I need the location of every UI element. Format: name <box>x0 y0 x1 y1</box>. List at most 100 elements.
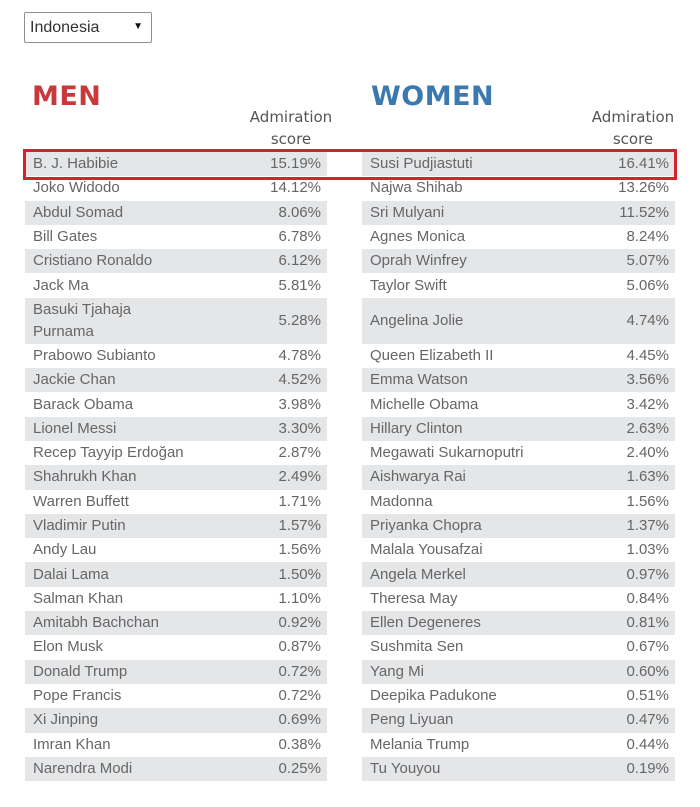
table-row: Sushmita Sen 0.67% <box>362 635 675 659</box>
table-row: Andy Lau 1.56% <box>25 538 327 562</box>
admiration-score: 3.56% <box>588 368 675 393</box>
person-name: Joko Widodo <box>33 179 120 197</box>
admiration-score: 2.49% <box>191 465 327 490</box>
table-row: Sri Mulyani 11.52% <box>362 200 675 225</box>
person-name: Bill Gates <box>33 228 98 246</box>
admiration-score: 0.87% <box>278 638 321 656</box>
person-name: Vladimir Putin <box>25 513 192 539</box>
person-name: Shahrukh Khan <box>25 465 192 490</box>
person-name: Oprah Winfrey <box>362 249 589 274</box>
admiration-score: 6.12% <box>191 249 327 274</box>
person-name: Donald Trump <box>25 659 192 684</box>
person-name: Barack Obama <box>33 395 134 413</box>
admiration-score: 15.19% <box>191 152 327 177</box>
table-row: Donald Trump 0.72% <box>25 659 327 684</box>
men-score-header: Admiration score <box>241 106 341 150</box>
admiration-score: 8.24% <box>626 228 669 246</box>
admiration-score: 1.63% <box>588 465 675 490</box>
person-name: Melania Trump <box>370 735 470 753</box>
table-row: Susi Pudjiastuti 16.41% <box>362 152 675 177</box>
table-row: Barack Obama 3.98% <box>25 392 327 416</box>
table-row: Warren Buffett 1.71% <box>25 490 327 514</box>
admiration-score: 0.51% <box>626 687 669 705</box>
table-row: Angela Merkel 0.97% <box>362 562 675 587</box>
person-name: Theresa May <box>370 589 458 607</box>
admiration-score: 1.71% <box>278 492 321 510</box>
admiration-score: 5.06% <box>626 276 669 294</box>
table-row: Najwa Shihab 13.26% <box>362 176 675 200</box>
admiration-score: 5.81% <box>278 276 321 294</box>
admiration-score: 4.45% <box>626 346 669 364</box>
admiration-score: 8.06% <box>191 200 327 225</box>
admiration-score: 13.26% <box>618 179 669 197</box>
admiration-score: 16.41% <box>588 152 675 177</box>
table-row: Jackie Chan 4.52% <box>25 368 327 393</box>
person-name: Angelina Jolie <box>362 297 589 344</box>
table-row: Imran Khan 0.38% <box>25 733 327 757</box>
table-row: Queen Elizabeth II 4.45% <box>362 344 675 368</box>
person-name: Michelle Obama <box>370 395 479 413</box>
table-row: Malala Yousafzai 1.03% <box>362 538 675 562</box>
table-row: Ellen Degeneres 0.81% <box>362 611 675 636</box>
score-header-line1: Admiration <box>591 108 675 126</box>
table-row: Melania Trump 0.44% <box>362 733 675 757</box>
country-select-value: Indonesia <box>30 18 100 36</box>
person-name: Elon Musk <box>33 638 104 656</box>
admiration-score: 2.40% <box>626 444 669 462</box>
table-row: Bill Gates 6.78% <box>25 225 327 249</box>
table-row: Lionel Messi 3.30% <box>25 416 327 441</box>
admiration-score: 3.42% <box>626 395 669 413</box>
table-row: Deepika Padukone 0.51% <box>362 684 675 708</box>
person-name: Malala Yousafzai <box>370 541 483 559</box>
person-name: Sushmita Sen <box>370 638 464 656</box>
admiration-score: 5.28% <box>191 297 327 344</box>
admiration-score: 2.87% <box>278 444 321 462</box>
table-row: Agnes Monica 8.24% <box>362 225 675 249</box>
women-table: Susi Pudjiastuti 16.41% Najwa Shihab 13.26%… <box>362 152 675 782</box>
table-row: Jack Ma 5.81% <box>25 273 327 297</box>
admiration-score: 4.52% <box>191 368 327 393</box>
admiration-score: 1.37% <box>588 513 675 539</box>
admiration-score: 1.56% <box>626 492 669 510</box>
admiration-score: 4.74% <box>588 297 675 344</box>
admiration-score: 4.78% <box>278 346 321 364</box>
women-title: WOMEN <box>371 81 495 112</box>
person-name: B. J. Habibie <box>25 152 192 177</box>
admiration-score: 5.07% <box>588 249 675 274</box>
dropdown-arrow-icon: ▼ <box>133 21 143 32</box>
table-row: Emma Watson 3.56% <box>362 368 675 393</box>
person-name: Basuki Tjahaja Purnama <box>25 297 192 344</box>
admiration-score: 0.47% <box>588 708 675 733</box>
table-row: Oprah Winfrey 5.07% <box>362 249 675 274</box>
admiration-score: 1.10% <box>278 589 321 607</box>
admiration-score: 0.84% <box>626 589 669 607</box>
table-row: Amitabh Bachchan 0.92% <box>25 611 327 636</box>
admiration-score: 0.60% <box>588 659 675 684</box>
person-name: Salman Khan <box>33 589 124 607</box>
table-row: Madonna 1.56% <box>362 490 675 514</box>
person-name: Sri Mulyani <box>362 200 589 225</box>
table-row: Basuki Tjahaja Purnama 5.28% <box>25 297 327 344</box>
country-select[interactable]: Indonesia ▼ <box>24 12 152 43</box>
person-name: Susi Pudjiastuti <box>362 152 589 177</box>
table-row: Shahrukh Khan 2.49% <box>25 465 327 490</box>
admiration-score: 3.98% <box>278 395 321 413</box>
men-table: B. J. Habibie 15.19% Joko Widodo 14.12% Abdu… <box>25 152 327 782</box>
admiration-score: 0.44% <box>626 735 669 753</box>
person-name: Warren Buffett <box>33 492 129 510</box>
person-name: Agnes Monica <box>370 228 466 246</box>
person-name: Priyanka Chopra <box>362 513 589 539</box>
person-name: Hillary Clinton <box>362 416 589 441</box>
men-title: MEN <box>32 81 102 112</box>
admiration-score: 1.50% <box>191 562 327 587</box>
admiration-score: 1.57% <box>191 513 327 539</box>
table-row: Prabowo Subianto 4.78% <box>25 344 327 368</box>
table-row: Vladimir Putin 1.57% <box>25 513 327 539</box>
admiration-score: 0.97% <box>588 562 675 587</box>
admiration-score: 0.19% <box>588 756 675 782</box>
table-row: Narendra Modi 0.25% <box>25 756 327 782</box>
table-row: Angelina Jolie 4.74% <box>362 297 675 344</box>
table-row: Yang Mi 0.60% <box>362 659 675 684</box>
person-name: Lionel Messi <box>25 416 192 441</box>
admiration-score: 0.72% <box>278 687 321 705</box>
